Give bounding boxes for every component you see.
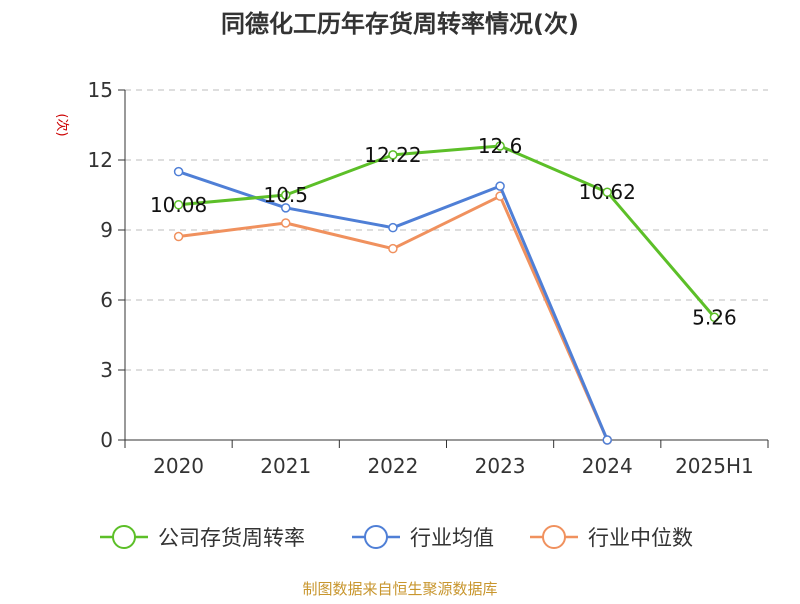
y-tick-label: 6 [100,288,113,312]
source-note: 制图数据来自恒生聚源数据库 [302,580,497,598]
y-tick-label: 9 [100,218,113,242]
data-label: 10.5 [263,183,308,207]
legend-swatch-marker [542,525,566,549]
legend-swatch-marker [364,525,388,549]
data-point [495,181,505,191]
y-tick-label: 15 [88,78,113,102]
data-labels: 10.08 10.5 12.22 12.6 10.62 5.26 [150,134,737,329]
data-point [281,218,291,228]
series-line [178,194,609,441]
x-tick-label: 2022 [367,454,418,478]
data-point [173,231,184,242]
legend-label: 行业中位数 [588,526,693,550]
legend: 公司存货周转率 行业均值 行业中位数 [100,525,693,550]
series-lines [173,141,720,445]
data-point [388,222,398,233]
x-tick-label: 2024 [582,454,633,478]
x-tick-label: 2021 [260,454,311,478]
y-tick-label: 0 [100,428,113,452]
legend-label: 行业均值 [410,526,494,550]
data-point [281,203,291,213]
chart-title: 同德化工历年存货周转率情况(次) [221,10,579,38]
data-point [388,243,398,254]
data-point [709,312,720,323]
legend-label: 公司存货周转率 [158,526,305,550]
x-tick-label: 2023 [475,454,526,478]
x-tick-label: 2020 [153,454,204,478]
y-tick-label: 3 [100,358,113,382]
data-point [173,166,184,177]
data-point [495,141,505,151]
data-label: 5.26 [692,305,737,329]
data-label: 12.22 [364,143,421,167]
data-label: 10.62 [579,180,636,204]
data-point [388,150,398,160]
data-label: 10.08 [150,193,207,217]
data-point [281,190,291,200]
data-label: 12.6 [478,134,523,158]
series-line [178,144,716,319]
axes: 0 3 6 9 12 15 2020 2021 2022 2023 2024 2025H1 [88,78,769,478]
y-tick-label: 12 [88,148,113,172]
data-point [173,200,184,210]
grid-lines [125,89,768,371]
data-point [602,435,612,445]
y-axis-unit: (次) [54,113,70,136]
data-point [602,187,612,197]
legend-swatch-marker [112,525,136,549]
x-tick-label: 2025H1 [675,454,754,478]
series-line [178,170,609,441]
